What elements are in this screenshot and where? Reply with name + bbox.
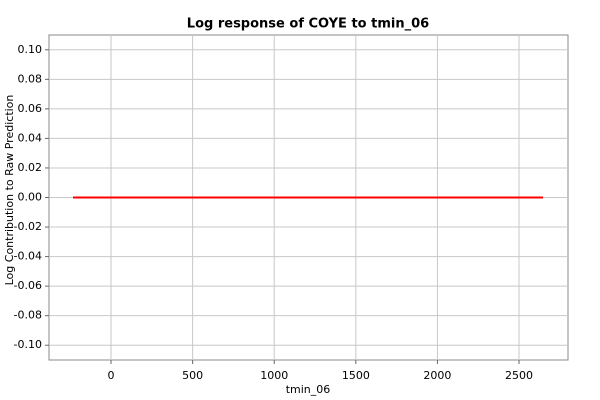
y-tick-label: 0.10 [18,43,43,56]
chart-title: Log response of COYE to tmin_06 [187,17,429,32]
y-tick-label: -0.10 [14,338,42,351]
y-tick-label: 0.06 [18,102,43,115]
x-tick-label: 2000 [423,369,451,382]
y-tick-label: -0.02 [14,220,42,233]
x-axis-label: tmin_06 [286,383,331,396]
x-tick-label: 1000 [260,369,288,382]
y-tick-label: 0.08 [18,72,43,85]
x-tick-label: 2500 [505,369,533,382]
x-tick-label: 1500 [342,369,370,382]
x-tick-label: 500 [182,369,203,382]
y-tick-label: -0.04 [14,250,42,263]
y-tick-label: -0.06 [14,279,42,292]
y-axis-label: Log Contribution to Raw Prediction [3,95,16,286]
y-tick-label: 0.02 [18,161,43,174]
y-tick-label: 0.00 [18,191,43,204]
y-tick-label: -0.08 [14,309,42,322]
x-tick-label: 0 [108,369,115,382]
y-tick-label: 0.04 [18,131,43,144]
